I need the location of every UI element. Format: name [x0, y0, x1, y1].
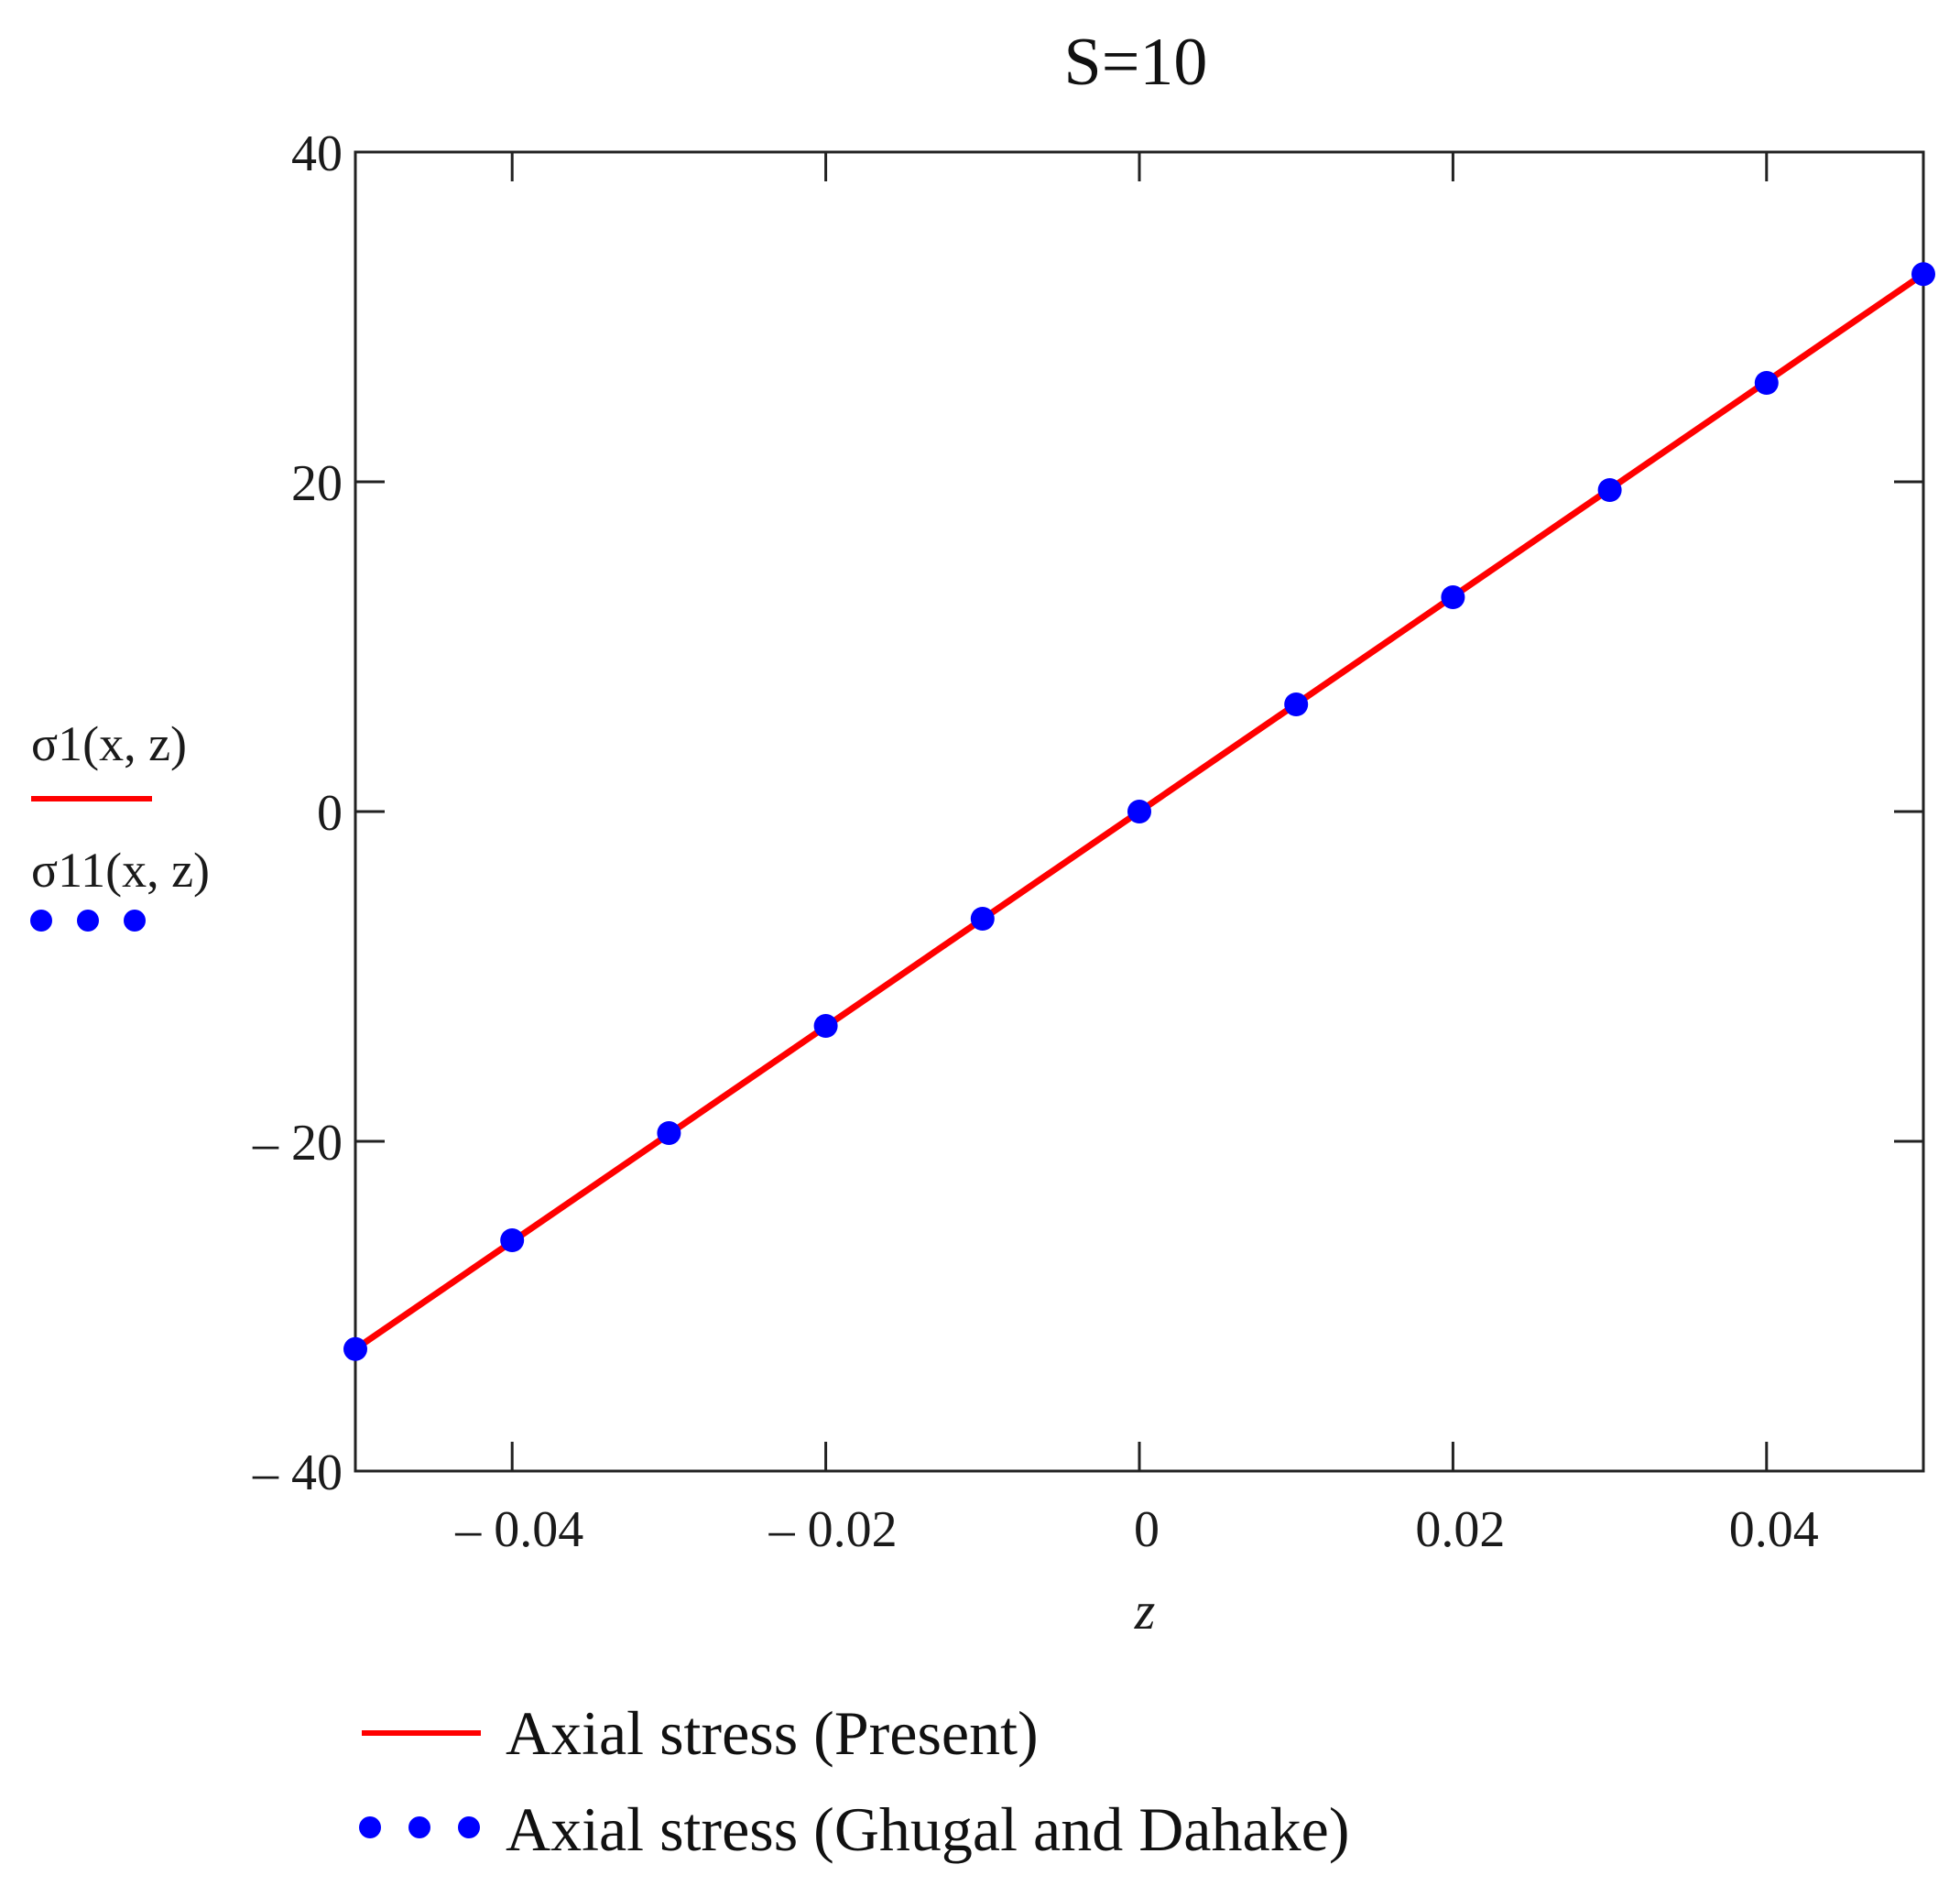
- y-tick-label: 40: [291, 125, 343, 182]
- y-axis-key-dot: [77, 910, 99, 932]
- legend-dot: [408, 1816, 430, 1838]
- y-tick-label: – 40: [252, 1445, 343, 1501]
- x-tick-label: 0.04: [1729, 1501, 1819, 1558]
- data-point-ghugal-dahake: [500, 1228, 525, 1252]
- x-tick-label: – 0.02: [768, 1501, 898, 1558]
- legend-label-ghugal-dahake: Axial stress (Ghugal and Dahake): [506, 1794, 1350, 1864]
- data-point-ghugal-dahake: [970, 907, 995, 931]
- y-axis-label-2: σ11(x, z): [31, 843, 210, 898]
- data-point-ghugal-dahake: [1441, 585, 1465, 609]
- data-point-ghugal-dahake: [1911, 262, 1935, 287]
- x-tick-label: 0.02: [1415, 1501, 1505, 1558]
- data-point-ghugal-dahake: [813, 1014, 838, 1038]
- data-point-ghugal-dahake: [657, 1121, 681, 1145]
- legend-dot: [359, 1816, 381, 1838]
- x-tick-label: 0: [1134, 1501, 1160, 1558]
- chart-title: S=10: [1064, 25, 1208, 100]
- y-axis-key-dot: [30, 910, 52, 932]
- legend-label-present: Axial stress (Present): [506, 1698, 1039, 1768]
- data-point-ghugal-dahake: [343, 1336, 367, 1361]
- data-point-ghugal-dahake: [1754, 371, 1779, 395]
- y-axis-key-dots: [30, 910, 146, 932]
- x-tick-label: – 0.04: [454, 1501, 583, 1558]
- axis-ticks: [355, 150, 1923, 1473]
- legend: Axial stress (Present) Axial stress (Ghu…: [359, 1698, 1350, 1864]
- y-tick-label: 0: [317, 785, 343, 842]
- y-tick-label: – 20: [252, 1115, 343, 1172]
- y-axis-key-dot: [124, 910, 146, 932]
- data-point-ghugal-dahake: [1597, 478, 1622, 502]
- y-tick-label: 20: [291, 455, 343, 512]
- legend-dot: [458, 1816, 480, 1838]
- data-point-ghugal-dahake: [1284, 692, 1309, 716]
- y-axis-label-1: σ1(x, z): [31, 716, 187, 771]
- data-point-ghugal-dahake: [1127, 800, 1151, 823]
- x-axis-label: z: [1134, 1581, 1156, 1641]
- axis-tick-labels: – 0.04 – 0.02 0 0.02 0.04 – 40 – 20 0 20 40: [252, 125, 1819, 1558]
- series-layer: [343, 262, 1935, 1361]
